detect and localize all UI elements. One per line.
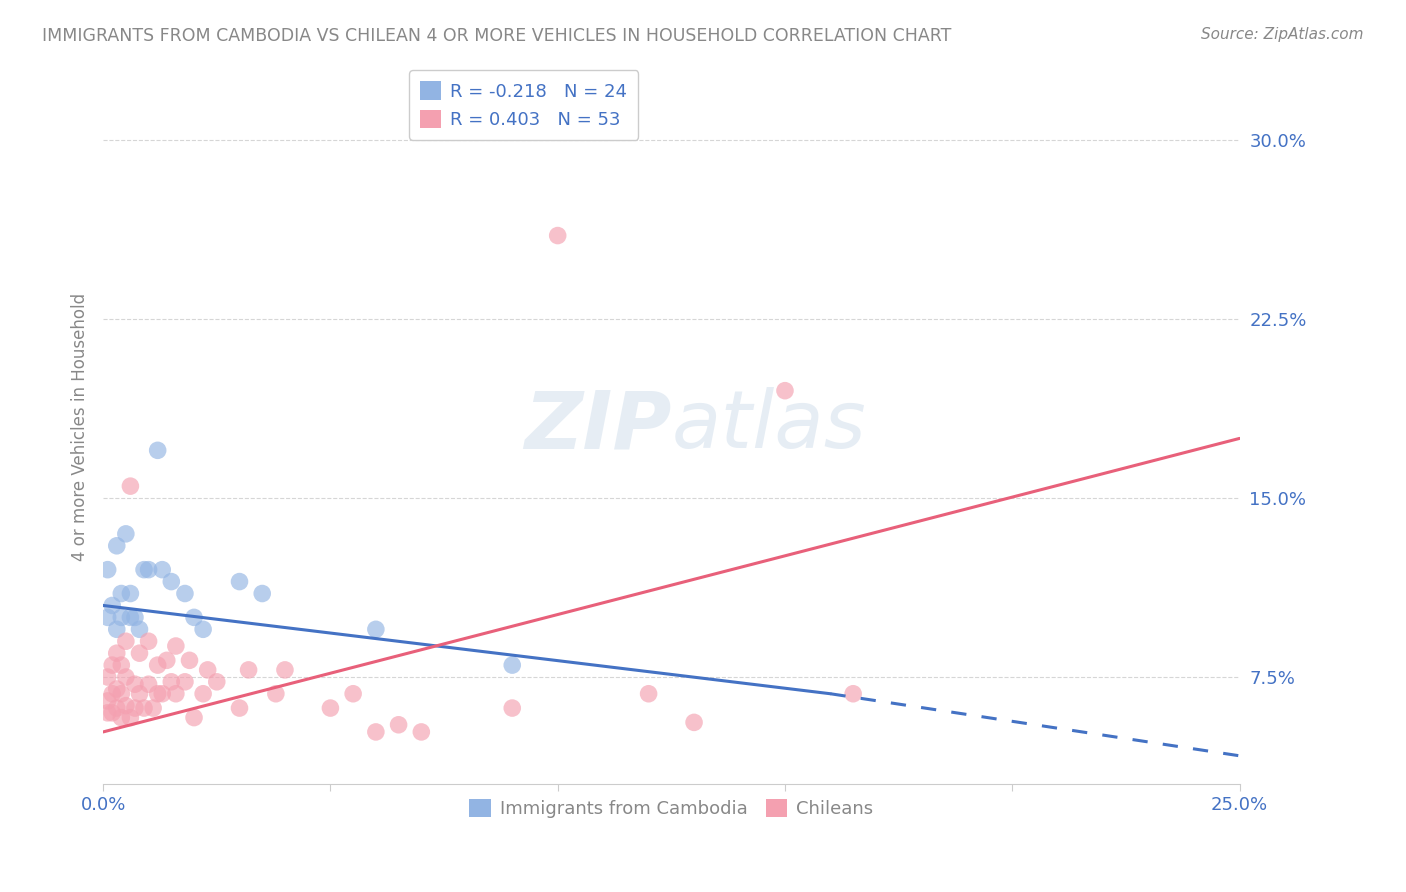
Point — [128, 623, 150, 637]
Point — [97, 563, 120, 577]
Point — [110, 586, 132, 600]
Point — [264, 687, 287, 701]
Point — [105, 623, 128, 637]
Point — [101, 658, 124, 673]
Point — [411, 725, 433, 739]
Point — [120, 710, 142, 724]
Point — [174, 674, 197, 689]
Point — [128, 687, 150, 701]
Text: atlas: atlas — [671, 387, 866, 466]
Point — [228, 574, 250, 589]
Point — [101, 706, 124, 720]
Point — [105, 681, 128, 696]
Point — [238, 663, 260, 677]
Point — [197, 663, 219, 677]
Point — [138, 634, 160, 648]
Point — [228, 701, 250, 715]
Point — [165, 687, 187, 701]
Point — [146, 658, 169, 673]
Point — [183, 710, 205, 724]
Point — [547, 228, 569, 243]
Point — [252, 586, 274, 600]
Point — [183, 610, 205, 624]
Point — [150, 563, 173, 577]
Point — [160, 574, 183, 589]
Point — [274, 663, 297, 677]
Y-axis label: 4 or more Vehicles in Household: 4 or more Vehicles in Household — [72, 293, 89, 560]
Point — [683, 715, 706, 730]
Point — [142, 701, 165, 715]
Point — [501, 658, 523, 673]
Point — [191, 623, 214, 637]
Point — [205, 674, 228, 689]
Point — [150, 687, 173, 701]
Point — [110, 710, 132, 724]
Point — [128, 646, 150, 660]
Point — [101, 687, 124, 701]
Point — [120, 479, 142, 493]
Point — [191, 687, 214, 701]
Point — [105, 646, 128, 660]
Point — [97, 694, 120, 708]
Point — [110, 658, 132, 673]
Point — [364, 623, 387, 637]
Point — [110, 687, 132, 701]
Point — [773, 384, 796, 398]
Point — [160, 674, 183, 689]
Point — [174, 586, 197, 600]
Point — [138, 563, 160, 577]
Point — [110, 610, 132, 624]
Point — [105, 701, 128, 715]
Point — [319, 701, 342, 715]
Text: Source: ZipAtlas.com: Source: ZipAtlas.com — [1201, 27, 1364, 42]
Point — [146, 687, 169, 701]
Point — [364, 725, 387, 739]
Point — [342, 687, 364, 701]
Point — [637, 687, 659, 701]
Point — [165, 639, 187, 653]
Point — [120, 586, 142, 600]
Point — [97, 610, 120, 624]
Legend: Immigrants from Cambodia, Chileans: Immigrants from Cambodia, Chileans — [463, 792, 880, 825]
Point — [387, 718, 409, 732]
Point — [97, 670, 120, 684]
Point — [115, 670, 138, 684]
Text: IMMIGRANTS FROM CAMBODIA VS CHILEAN 4 OR MORE VEHICLES IN HOUSEHOLD CORRELATION : IMMIGRANTS FROM CAMBODIA VS CHILEAN 4 OR… — [42, 27, 952, 45]
Point — [146, 443, 169, 458]
Point — [124, 610, 146, 624]
Point — [179, 653, 201, 667]
Point — [132, 563, 155, 577]
Point — [124, 677, 146, 691]
Point — [115, 634, 138, 648]
Point — [115, 526, 138, 541]
Point — [97, 706, 120, 720]
Point — [124, 701, 146, 715]
Text: ZIP: ZIP — [524, 387, 671, 466]
Point — [132, 701, 155, 715]
Point — [138, 677, 160, 691]
Point — [156, 653, 179, 667]
Point — [115, 698, 138, 713]
Point — [120, 610, 142, 624]
Point — [501, 701, 523, 715]
Point — [101, 599, 124, 613]
Point — [105, 539, 128, 553]
Point — [842, 687, 865, 701]
